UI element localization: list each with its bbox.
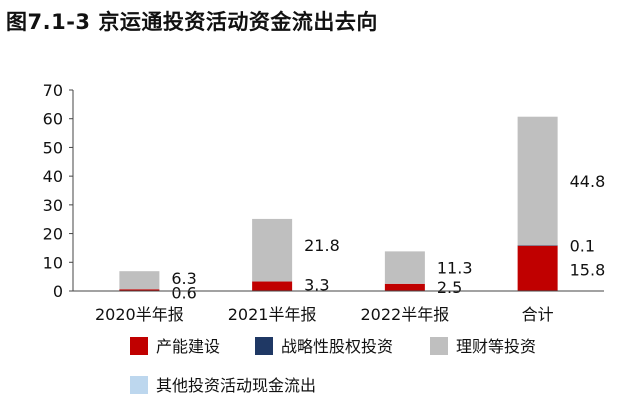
legend-swatch — [130, 376, 148, 394]
y-tick-label: 50 — [43, 138, 63, 157]
y-tick-label: 0 — [53, 282, 63, 301]
legend-label: 产能建设 — [156, 337, 220, 356]
legend-label: 理财等投资 — [456, 337, 536, 356]
y-tick-label: 40 — [43, 167, 63, 186]
y-tick-label: 70 — [43, 81, 63, 100]
bar-segment-3 — [384, 251, 425, 284]
y-tick-label: 20 — [43, 225, 63, 244]
bar-segment-1 — [252, 281, 293, 291]
chart-title: 图7.1-3 京运通投资活动资金流出去向 — [6, 10, 378, 34]
bar-segment-1 — [119, 289, 160, 291]
bar-segment-2 — [517, 245, 558, 246]
data-label: 3.3 — [304, 276, 329, 295]
y-tick-label: 30 — [43, 196, 63, 215]
bar-segment-3 — [119, 271, 160, 290]
data-label: 11.3 — [437, 259, 473, 278]
data-label: 6.3 — [171, 269, 196, 288]
data-label: 15.8 — [570, 260, 606, 279]
x-category-label: 2022半年报 — [361, 305, 450, 324]
data-label: 2.5 — [437, 278, 462, 297]
x-category-label: 合计 — [522, 305, 554, 324]
legend-swatch — [255, 337, 273, 355]
bar-segment-1 — [384, 283, 425, 291]
data-label: 0.6 — [171, 283, 196, 302]
bar-segment-3 — [252, 218, 293, 282]
data-label: 0.1 — [570, 236, 595, 255]
y-tick-label: 60 — [43, 110, 63, 129]
y-tick-label: 10 — [43, 253, 63, 272]
data-label: 21.8 — [304, 236, 340, 255]
legend-swatch — [430, 337, 448, 355]
bar-segment-3 — [517, 116, 558, 246]
legend-swatch — [130, 337, 148, 355]
data-label: 44.8 — [570, 172, 606, 191]
x-category-label: 2020半年报 — [95, 305, 184, 324]
legend-label: 其他投资活动现金流出 — [156, 376, 316, 395]
x-category-label: 2021半年报 — [228, 305, 317, 324]
bar-segment-1 — [517, 245, 558, 291]
legend-label: 战略性股权投资 — [281, 337, 393, 356]
